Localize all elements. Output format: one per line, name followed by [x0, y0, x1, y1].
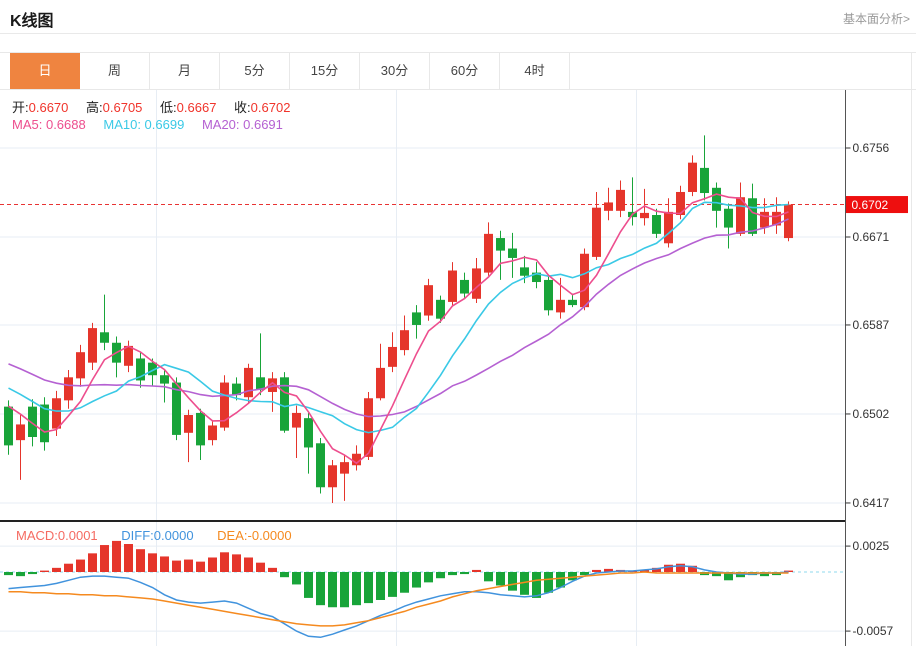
macd-histogram: [4, 540, 793, 608]
svg-text:0.6502: 0.6502: [853, 407, 890, 421]
page-title: K线图: [10, 13, 54, 30]
dea-line: [8, 571, 789, 627]
dea-value: DEA:-0.0000: [217, 528, 292, 543]
fundamental-analysis-link[interactable]: 基本面分析>: [842, 12, 910, 26]
tab-5分[interactable]: 5分: [220, 53, 290, 89]
high-label: 高:: [86, 100, 103, 115]
chart-area: 0.6756 0.6671 0.6587 0.6502 0.6417 0.0025 -0.0…: [0, 90, 916, 646]
tab-月[interactable]: 月: [150, 53, 220, 89]
kline-chart-svg: 0.6756 0.6671 0.6587 0.6502 0.6417 0.0025 -0.0…: [0, 90, 908, 646]
page-header: K线图 基本面分析>: [0, 0, 916, 34]
ma20-value: MA20: 0.6691: [201, 117, 283, 132]
open-value: 0.6670: [28, 100, 69, 115]
tab-15分[interactable]: 15分: [290, 53, 360, 89]
macd-value: MACD:0.0001: [16, 528, 98, 543]
open-label: 开:: [12, 100, 29, 115]
svg-text:0.6587: 0.6587: [853, 318, 890, 332]
tab-日[interactable]: 日: [10, 53, 80, 89]
diff-value: DIFF:0.0000: [121, 528, 194, 543]
diff-line: [8, 565, 789, 639]
svg-text:-0.0057: -0.0057: [853, 624, 894, 638]
ma10-line: [8, 201, 789, 434]
svg-text:0.6756: 0.6756: [853, 141, 890, 155]
ma5-value: MA5: 0.6688: [12, 117, 86, 132]
ma-legend: MA5: 0.6688 MA10: 0.6699 MA20: 0.6691: [12, 117, 283, 132]
close-value: 0.6702: [250, 100, 291, 115]
ohlc-legend: 开:0.6670 高:0.6705 低:0.6667 收:0.6702: [12, 97, 304, 116]
tab-周[interactable]: 周: [80, 53, 150, 89]
tab-4时[interactable]: 4时: [500, 53, 570, 89]
svg-text:0.6702: 0.6702: [852, 198, 889, 212]
candlestick-series: [4, 135, 793, 503]
svg-text:0.6671: 0.6671: [853, 230, 890, 244]
low-value: 0.6667: [176, 100, 217, 115]
current-price-tag: 0.6702: [846, 196, 908, 214]
ma5-line: [8, 193, 789, 465]
tab-30分[interactable]: 30分: [360, 53, 430, 89]
interval-tabbar: 日周月 5分 15分 30分 60分 4时: [0, 52, 916, 90]
macd-legend: MACD:0.0001 DIFF:0.0000 DEA:-0.0000: [16, 528, 292, 543]
ma10-value: MA10: 0.6699: [103, 117, 185, 132]
y-axis-labels: 0.6756 0.6671 0.6587 0.6502 0.6417 0.0025 -0.0…: [845, 141, 894, 638]
high-value: 0.6705: [102, 100, 143, 115]
tab-60分[interactable]: 60分: [430, 53, 500, 89]
close-label: 收:: [234, 100, 251, 115]
ma20-line: [8, 218, 789, 418]
svg-text:0.0025: 0.0025: [853, 539, 890, 553]
low-label: 低:: [160, 100, 177, 115]
grid-lines: [0, 90, 845, 646]
svg-text:0.6417: 0.6417: [853, 496, 890, 510]
container-right-border: [911, 52, 912, 646]
